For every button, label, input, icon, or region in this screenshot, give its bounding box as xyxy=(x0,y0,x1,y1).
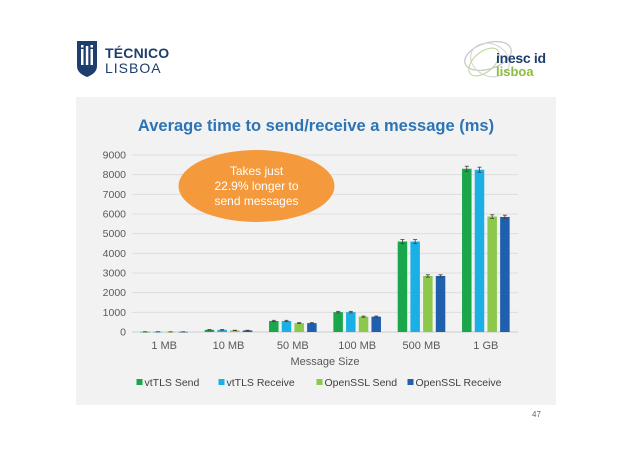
x-axis-label: Message Size xyxy=(290,356,359,368)
chart-panel: 0 1000 2000 3000 4000 5000 6000 7000 8000 9000 1 M… xyxy=(76,97,556,405)
tecnico-emblem-icon xyxy=(77,41,97,77)
y-tick-label: 5000 xyxy=(103,228,127,240)
y-tick-label: 8000 xyxy=(103,169,127,181)
y-tick-label: 7000 xyxy=(103,189,127,201)
bar xyxy=(307,323,317,332)
x-tick-label: 50 MB xyxy=(277,340,309,352)
inesc-id-lisboa-logo: inesc id lisboa xyxy=(458,36,568,86)
legend-label: OpenSSL Send xyxy=(325,377,398,389)
legend-swatch xyxy=(136,379,143,385)
y-tick-label: 3000 xyxy=(103,268,127,280)
legend-label: vtTLS Receive xyxy=(227,377,295,389)
y-tick-label: 0 xyxy=(120,327,126,339)
bar xyxy=(371,316,381,332)
bar xyxy=(358,316,369,332)
annotation-text: Takes just 22.9% longer to send messages xyxy=(214,164,299,208)
bar xyxy=(410,241,420,332)
bar xyxy=(397,241,408,332)
legend-swatch xyxy=(407,379,414,385)
bar xyxy=(474,169,485,332)
bar xyxy=(333,312,343,332)
legend-label: OpenSSL Receive xyxy=(416,377,502,389)
bar xyxy=(242,330,253,332)
x-tick-label: 10 MB xyxy=(213,340,245,352)
tecnico-logo-line1: TÉCNICO xyxy=(105,45,170,61)
bar-chart: 0 1000 2000 3000 4000 5000 6000 7000 8000 9000 1 M… xyxy=(103,150,518,389)
bar xyxy=(269,320,279,332)
y-tick-label: 6000 xyxy=(103,209,127,221)
bar xyxy=(217,329,227,332)
y-tick-label: 2000 xyxy=(103,287,127,299)
legend-label: vtTLS Send xyxy=(145,377,200,389)
x-tick-label: 500 MB xyxy=(403,340,441,352)
bar xyxy=(281,320,292,332)
y-tick-label: 1000 xyxy=(103,307,127,319)
bar xyxy=(230,330,240,332)
bar xyxy=(462,168,472,332)
annotation-callout: Takes just 22.9% longer to send messages xyxy=(177,149,336,223)
x-tick-label: 100 MB xyxy=(338,340,376,352)
bar xyxy=(346,312,356,332)
y-tick-label: 4000 xyxy=(103,248,127,260)
legend-swatch xyxy=(218,379,225,385)
bar xyxy=(487,216,497,332)
inesc-logo-line1: inesc id xyxy=(496,50,546,66)
x-tick-label: 1 MB xyxy=(151,340,177,352)
tecnico-lisboa-logo: TÉCNICO LISBOA xyxy=(76,40,186,80)
callout-bubble-shape xyxy=(178,150,335,222)
x-tick-label: 1 GB xyxy=(473,340,498,352)
y-tick-label: 9000 xyxy=(103,150,127,162)
bar xyxy=(294,323,304,332)
tecnico-logo-line2: LISBOA xyxy=(105,60,162,76)
chart-title: Average time to send/receive a message (… xyxy=(137,117,495,135)
bar xyxy=(204,329,215,332)
page-number: 47 xyxy=(532,410,541,419)
inesc-rings-icon xyxy=(464,40,512,78)
bar xyxy=(500,216,510,332)
legend-swatch xyxy=(316,379,323,385)
bar xyxy=(435,275,446,332)
bar xyxy=(423,275,433,332)
inesc-logo-line2: lisboa xyxy=(496,64,534,79)
